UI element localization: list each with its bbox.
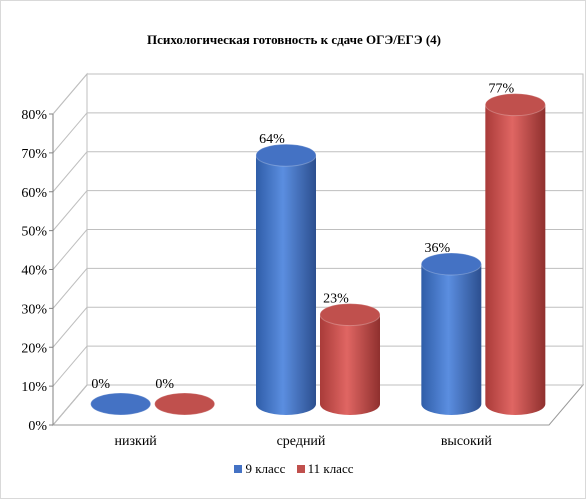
bar [154,392,216,416]
legend-label: 9 класс [245,461,286,476]
y-tick-label: 60% [21,186,47,201]
gridline [52,345,583,387]
gridline [52,112,583,154]
bar-body [485,104,546,415]
legend-swatch [234,465,243,473]
y-tick-label: 10% [21,380,47,395]
gridline [52,229,583,270]
legend-label: 11 класс [307,461,354,476]
data-label: 36% [424,241,450,256]
y-axis-ticks: 0% 10% 20% 30% 40% 50% 60% 70% 80% [21,108,47,434]
data-label: 0% [91,377,110,392]
x-axis-ticks: низкий средний высокий [115,434,493,449]
bar [484,93,546,415]
bar [255,143,317,415]
y-tick-label: 20% [21,341,47,356]
bar-body [256,155,316,415]
data-labels: 0% 0% 64% 23% 36% 77% [91,82,514,392]
bar-top [90,392,152,416]
chart-title: Психологическая готовность к сдаче ОГЭ/Е… [147,32,441,47]
x-tick-label: средний [277,434,326,449]
legend-swatch [296,465,305,473]
bar-body [421,264,482,415]
gridline [52,73,583,115]
bar-top [420,252,482,276]
data-label: 0% [155,377,174,392]
y-tick-label: 80% [21,108,47,123]
legend-item-11-class: 11 класс [296,461,354,477]
legend: 9 класс 11 класс [1,461,586,477]
gridline [52,190,583,231]
y-tick-label: 70% [21,147,47,162]
gridline [52,267,583,309]
bar-body [320,314,380,415]
bar [319,303,381,415]
y-tick-label: 30% [21,302,47,317]
bar-top [255,143,317,167]
y-tick-label: 40% [21,264,47,279]
gridlines [49,73,583,426]
bar-top [484,93,546,117]
bar [90,392,152,416]
data-label: 64% [259,132,285,147]
x-tick-label: высокий [441,434,493,449]
bars [90,93,546,416]
y-tick-label: 50% [21,225,47,240]
gridline [52,384,583,426]
bar [420,252,482,415]
legend-item-9-class: 9 класс [234,461,285,477]
data-label: 23% [323,292,349,307]
gridline [52,306,583,348]
x-tick-label: низкий [115,434,158,449]
data-label: 77% [488,82,514,97]
bar-top [154,392,216,416]
gridline [52,151,583,193]
y-tick-label: 0% [28,419,47,434]
bar-top [319,303,381,327]
